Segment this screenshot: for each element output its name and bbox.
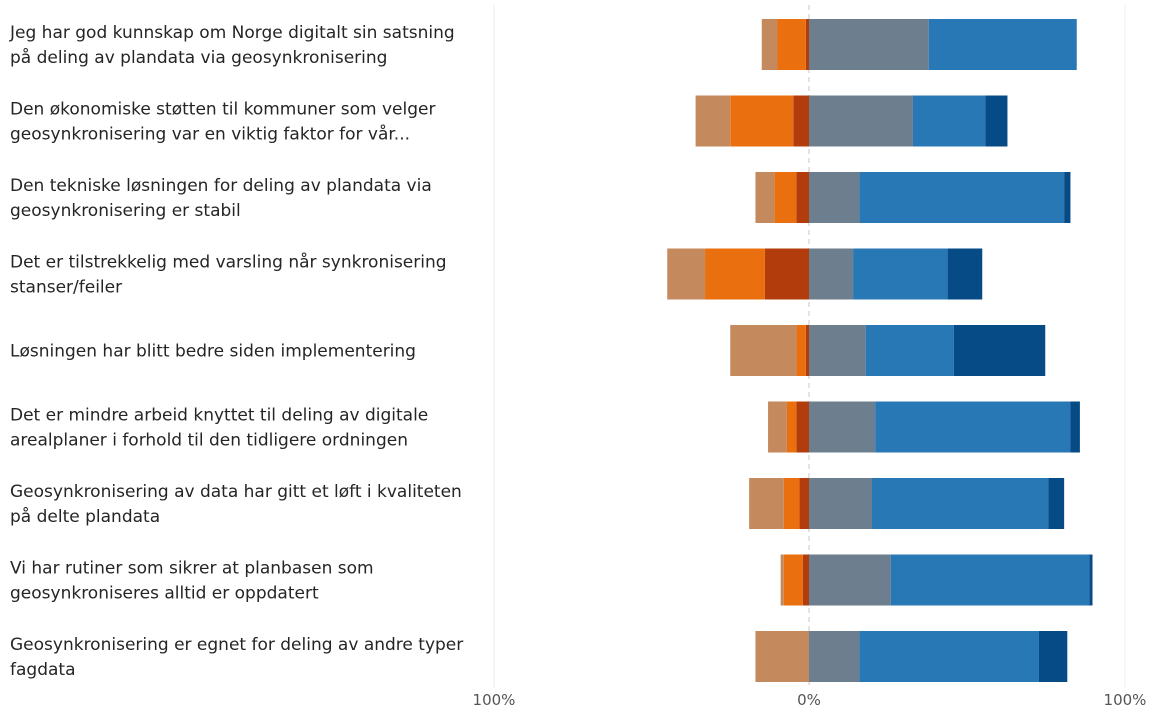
bar-row6-series2 — [749, 478, 784, 529]
bar-row5-series2 — [768, 401, 787, 453]
bar-row4-series5 — [953, 325, 1046, 376]
bar-row4-series0 — [805, 325, 809, 376]
x-tick-label-1: 0% — [797, 691, 821, 709]
bar-row0-series4 — [928, 19, 1077, 70]
bar-row7-series2 — [780, 554, 784, 606]
bar-row2-series3 — [809, 172, 860, 223]
category-label-7: Vi har rutiner som sikrer at planbasen s… — [10, 559, 374, 604]
bar-row1-series1 — [730, 95, 794, 147]
bar-row2-series5 — [1064, 172, 1071, 223]
category-label-1: Den økonomiske støtten til kommuner som … — [10, 100, 435, 145]
bar-row5-series1 — [786, 401, 797, 453]
bar-row8-series4 — [859, 631, 1039, 682]
category-label-2: Den tekniske løsningen for deling av pla… — [10, 176, 432, 221]
bar-row6-series1 — [783, 478, 800, 529]
bar-row7-series3 — [809, 554, 891, 606]
bar-row1-series2 — [695, 95, 731, 147]
bar-row5-series5 — [1070, 401, 1080, 453]
bar-row5-series3 — [809, 401, 876, 453]
bar-row6-series3 — [809, 478, 872, 529]
bar-row5-series4 — [875, 401, 1071, 453]
bars — [667, 19, 1093, 682]
bar-row4-series4 — [865, 325, 954, 376]
category-labels: Jeg har god kunnskap om Norge digitalt s… — [9, 23, 463, 680]
bar-row1-series0 — [793, 95, 809, 147]
bar-row2-series1 — [774, 172, 797, 223]
x-axis-ticks: 100% 0% 100% — [473, 691, 1147, 709]
bar-row4-series2 — [730, 325, 797, 376]
bar-row7-series1 — [783, 554, 803, 606]
bar-row3-series3 — [809, 248, 854, 300]
bar-row6-series0 — [799, 478, 809, 529]
category-label-6: Geosynkronisering av data har gitt et lø… — [10, 482, 462, 527]
bar-row1-series3 — [809, 95, 913, 147]
category-label-8: Geosynkronisering er egnet for deling av… — [10, 635, 463, 680]
bar-row3-series2 — [667, 248, 706, 300]
x-tick-label-2: 100% — [1104, 691, 1147, 709]
bar-row1-series5 — [985, 95, 1008, 147]
bar-row2-series4 — [859, 172, 1065, 223]
bar-row6-series5 — [1048, 478, 1065, 529]
bar-row0-series2 — [761, 19, 778, 70]
bar-row4-series1 — [796, 325, 806, 376]
bar-row0-series1 — [777, 19, 806, 70]
x-tick-label-0: 100% — [473, 691, 516, 709]
bar-row2-series2 — [755, 172, 775, 223]
category-label-4: Løsningen har blitt bedre siden implemen… — [10, 342, 416, 362]
bar-row3-series5 — [947, 248, 983, 300]
bar-row8-series2 — [755, 631, 809, 682]
bar-row7-series0 — [802, 554, 809, 606]
bar-row2-series0 — [796, 172, 809, 223]
bar-row6-series4 — [872, 478, 1049, 529]
bar-row5-series0 — [796, 401, 809, 453]
bar-row8-series5 — [1038, 631, 1068, 682]
bar-row3-series1 — [705, 248, 765, 300]
bar-row0-series0 — [805, 19, 809, 70]
category-label-3: Det er tilstrekkelig med varsling når sy… — [10, 252, 447, 298]
bar-row7-series4 — [890, 554, 1090, 606]
bar-row1-series4 — [912, 95, 986, 147]
bar-row0-series3 — [809, 19, 929, 70]
bar-row7-series5 — [1089, 554, 1093, 606]
bar-row4-series3 — [809, 325, 866, 376]
bar-row3-series4 — [853, 248, 948, 300]
bar-row3-series0 — [764, 248, 809, 300]
category-label-0: Jeg har god kunnskap om Norge digitalt s… — [9, 23, 455, 68]
bar-row8-series3 — [809, 631, 860, 682]
category-label-5: Det er mindre arbeid knyttet til deling … — [10, 406, 428, 451]
